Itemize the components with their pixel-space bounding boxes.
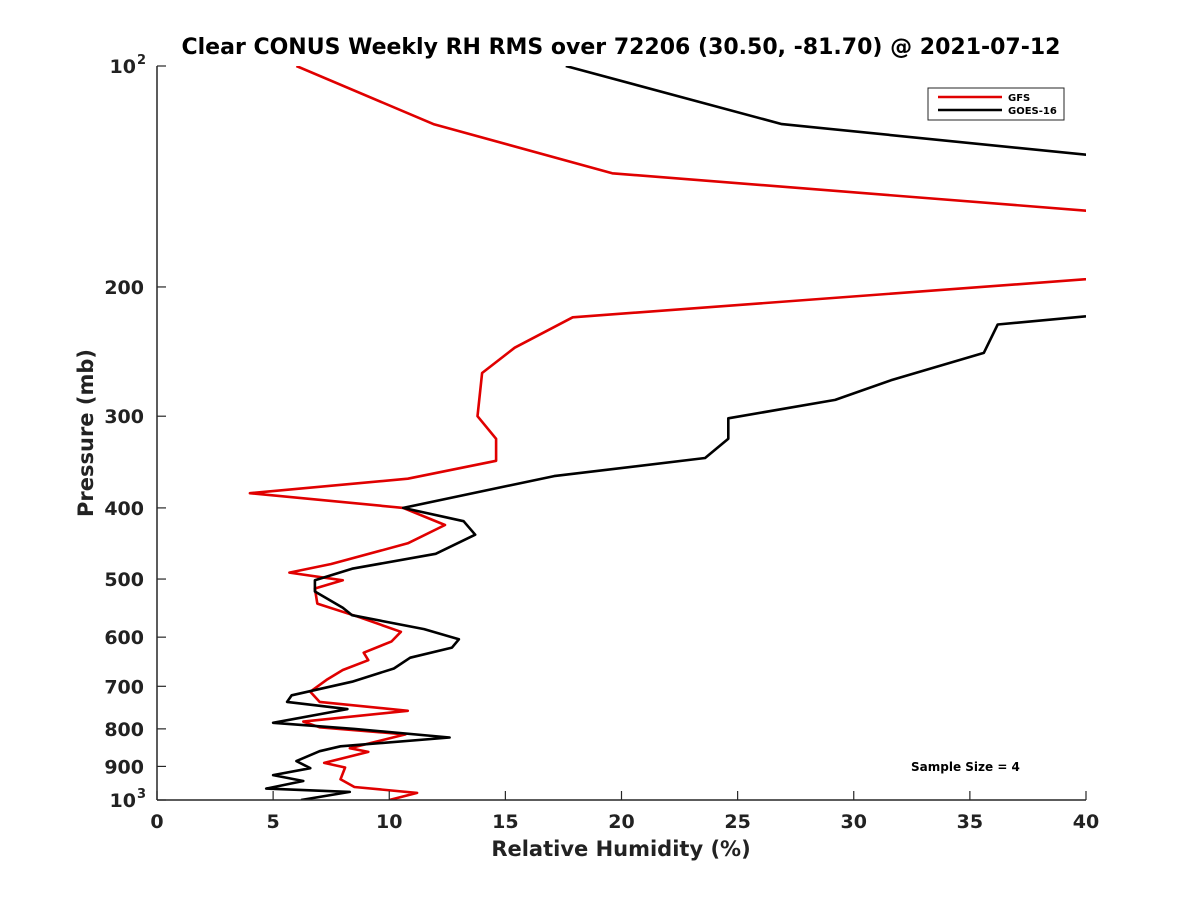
- legend-label-goes16: GOES-16: [1008, 106, 1057, 117]
- x-tick-label: 15: [492, 811, 518, 833]
- series-layer: [248, 66, 1086, 800]
- x-tick-label: 25: [724, 811, 750, 833]
- y-tick-label: 600: [104, 627, 144, 649]
- y-tick-label: 300: [104, 406, 144, 428]
- x-tick-label: 20: [608, 811, 634, 833]
- legend: GFS GOES-16: [927, 87, 1065, 121]
- y-tick-label: 200: [104, 277, 144, 299]
- y-axis-label: Pressure (mb): [74, 349, 98, 517]
- y-tick-label: 10 3: [110, 787, 147, 812]
- x-tick-label: 30: [841, 811, 867, 833]
- legend-box: [927, 87, 1065, 121]
- y-tick-label-value: 700: [104, 676, 144, 698]
- y-tick-label-value: 200: [104, 277, 144, 299]
- sample-size-annotation: Sample Size = 4: [911, 760, 1020, 774]
- y-tick-label: 800: [104, 719, 144, 741]
- y-tick-label-exponent: 3: [137, 787, 146, 802]
- x-tick-label: 5: [267, 811, 280, 833]
- x-axis-label: Relative Humidity (%): [491, 837, 750, 861]
- series-line-gfs: [248, 66, 1086, 800]
- legend-label-gfs: GFS: [1008, 93, 1030, 104]
- y-tick-label-value: 400: [104, 498, 144, 520]
- x-tick-label: 10: [376, 811, 402, 833]
- chart-title: Clear CONUS Weekly RH RMS over 72206 (30…: [182, 35, 1061, 60]
- y-tick-label-value: 500: [104, 569, 144, 591]
- y-tick-label: 500: [104, 569, 144, 591]
- y-tick-label-base: 10: [110, 790, 136, 812]
- y-tick-label-value: 300: [104, 406, 144, 428]
- y-tick-label: 10 2: [110, 53, 147, 78]
- y-tick-label-value: 800: [104, 719, 144, 741]
- y-tick-label: 900: [104, 756, 144, 778]
- x-ticks: 0 5 10 15 20 25 30 35 40: [150, 791, 1099, 833]
- y-tick-label-value: 900: [104, 756, 144, 778]
- series-line-goes16: [264, 66, 1086, 800]
- x-tick-label: 0: [150, 811, 163, 833]
- x-tick-label: 35: [957, 811, 983, 833]
- x-tick-label: 40: [1073, 811, 1099, 833]
- y-tick-label: 400: [104, 498, 144, 520]
- y-tick-label-value: 600: [104, 627, 144, 649]
- y-tick-label-base: 10: [110, 56, 136, 78]
- y-tick-label: 700: [104, 676, 144, 698]
- y-tick-label-exponent: 2: [137, 53, 146, 68]
